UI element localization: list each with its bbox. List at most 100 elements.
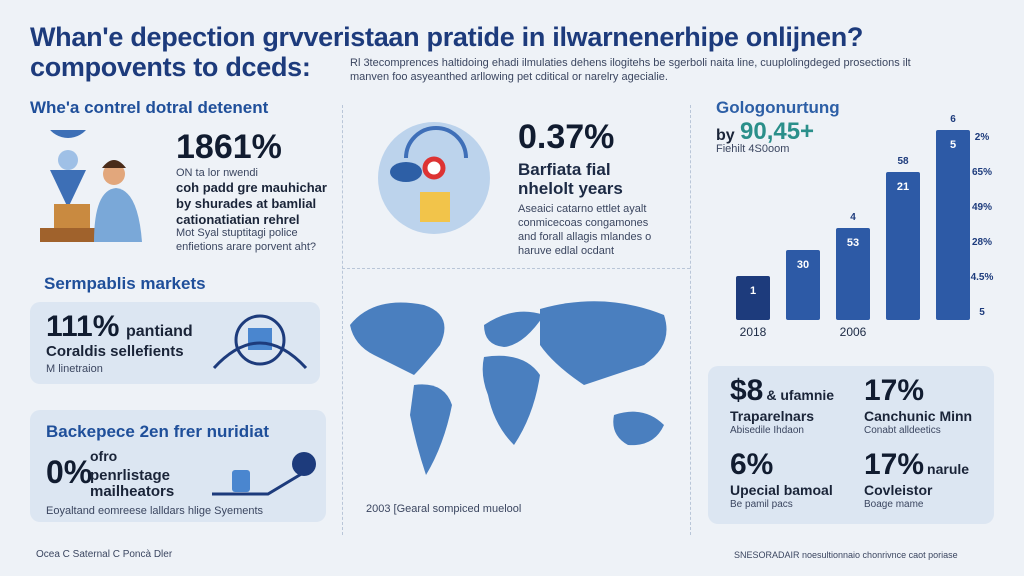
footer-left: Ocea C Saternal C Poncà Dler <box>36 549 173 560</box>
top-label: 4 <box>850 212 856 223</box>
panel2-note: Aseaici catarno ettlet ayalt conmicecoas… <box>518 203 652 257</box>
chart-figure: 90,45+ <box>740 118 815 145</box>
chart-title: Gologonurtung <box>716 98 840 117</box>
stat-note: Boage mame <box>864 499 924 510</box>
panel1-lines: ON ta lor nwendi coh padd gre mauhichar … <box>176 166 327 228</box>
panel4-label: penrlistage mailheators <box>90 467 175 500</box>
continents <box>350 301 667 475</box>
ring <box>234 314 286 366</box>
stat-row: 17% narule <box>864 448 994 482</box>
cloud <box>390 162 422 182</box>
top-label: 58 <box>897 156 909 167</box>
panel2-caption: Barfiata fial nhelolt years <box>518 160 623 198</box>
x-label: 2018 <box>740 325 767 339</box>
panel4-box: Backepece 2en frer nuridiat 0% ofro penr… <box>30 410 326 522</box>
right-label: 5 <box>979 307 985 318</box>
bar <box>836 228 870 320</box>
stat-suffix: narule <box>927 461 970 477</box>
stat-value: 17% <box>864 374 925 407</box>
panel4-note: Eoyaltand eomreese lalldars hlige Syemen… <box>46 505 264 517</box>
coin <box>292 452 316 476</box>
line <box>212 468 309 496</box>
stat-suffix: & ufamnie <box>766 387 835 403</box>
curve <box>212 341 308 370</box>
stat-item: 6% Upecial bamoal Be pamil pacs <box>730 448 860 512</box>
laptop <box>54 204 90 228</box>
panel2-illustration <box>378 122 490 234</box>
line: coh padd gre mauhichar <box>176 180 327 195</box>
bar <box>736 276 770 320</box>
bar <box>786 250 820 320</box>
stat-note: Be pamil pacs <box>730 499 793 510</box>
panel3-sub: Coraldis sellefients <box>46 343 184 360</box>
panel3-note: M linetraion <box>46 363 103 375</box>
panel4-heading: Backepece 2en frer nuridiat <box>46 422 269 441</box>
bar-label: 5 <box>950 139 956 151</box>
head <box>103 163 125 185</box>
australia <box>613 411 664 446</box>
map-caption: 2003 [Gearal sompiced muelool <box>366 503 522 515</box>
stat-label: Covleistor <box>864 482 933 498</box>
right-label: 65% <box>972 167 992 178</box>
title-line-1: Whan'e depection grvveristaan pratide in… <box>30 22 864 52</box>
stat-item: 17% narule Covleistor Boage mame <box>864 448 994 512</box>
bars: 1 30 53 21 5 4 58 6 2018 2006 2% 65% 49% 28% 4.5% 5 <box>736 114 994 339</box>
panel3-box: 111% pantiand Coraldis sellefients M lin… <box>30 302 320 384</box>
pin <box>50 170 86 208</box>
panel4-stat: 0% <box>46 454 93 490</box>
bar-label: 30 <box>797 259 809 271</box>
africa <box>482 355 540 445</box>
arc <box>404 126 468 159</box>
hair <box>102 160 126 168</box>
world-map <box>350 301 667 475</box>
line: cationatiatian rehrel <box>176 212 300 227</box>
stat-value: 6% <box>730 448 774 481</box>
panel3-heading: Sermpablis markets <box>44 274 206 293</box>
stat-item: 17% Canchunic Minn Conabt alldeetics <box>864 374 994 438</box>
chart-by: by <box>716 127 735 144</box>
stat-row: 17% <box>864 374 994 408</box>
panel1-illustration <box>40 130 142 242</box>
pin <box>50 130 86 138</box>
right-label: 28% <box>972 237 992 248</box>
bar-label: 1 <box>750 285 756 297</box>
stat-value: 17% <box>864 448 925 481</box>
bar-graphic: 1 30 53 21 5 4 58 6 2018 2006 2% 65% 49% 28% 4.5% 5 <box>736 114 994 339</box>
divider <box>342 105 343 535</box>
panel3-stat: 111% <box>46 310 120 343</box>
divider <box>342 268 690 269</box>
panel2-stat: 0.37% <box>518 118 615 156</box>
line: ON ta lor nwendi <box>176 167 258 179</box>
panel1-note: Mot Syal stuptitagi police enfietions ar… <box>176 227 317 253</box>
right-label: 4.5% <box>971 272 994 283</box>
panel3-icon <box>212 314 308 370</box>
stat-note: Conabt alldeetics <box>864 425 941 436</box>
coins <box>232 470 250 492</box>
panel1-stat: 1861% <box>176 128 282 166</box>
panel3-label: pantiand <box>126 323 193 340</box>
title-line-2: compovents to dceds: <box>30 52 311 82</box>
bar <box>936 130 970 320</box>
europe <box>484 311 544 347</box>
line: by shurades at bamlial <box>176 196 317 211</box>
box <box>420 192 450 222</box>
south-america <box>410 384 452 475</box>
panel4-icon <box>212 452 316 496</box>
panel1-heading: Whe'a contrel dotral detenent <box>30 98 269 117</box>
panel4-superscript: ofro <box>90 448 118 464</box>
north-america <box>350 302 445 375</box>
stats-box <box>708 366 994 524</box>
right-label: 49% <box>972 202 992 213</box>
x-label: 2006 <box>840 325 867 339</box>
divider <box>690 105 691 535</box>
target <box>422 156 446 180</box>
box <box>248 328 272 350</box>
stat-label: Traparelnars <box>730 408 815 424</box>
footer-right: SNESORADAIR noesultionnaio chonrivnce ca… <box>734 550 958 560</box>
stat-item: $8 & ufamnie Traparelnars Abisedile Ihdaon <box>730 374 860 438</box>
bar <box>886 172 920 320</box>
asia <box>540 301 667 385</box>
body <box>94 188 142 242</box>
stat-note: Abisedile Ihdaon <box>730 425 804 436</box>
stat-row: 6% <box>730 448 860 482</box>
